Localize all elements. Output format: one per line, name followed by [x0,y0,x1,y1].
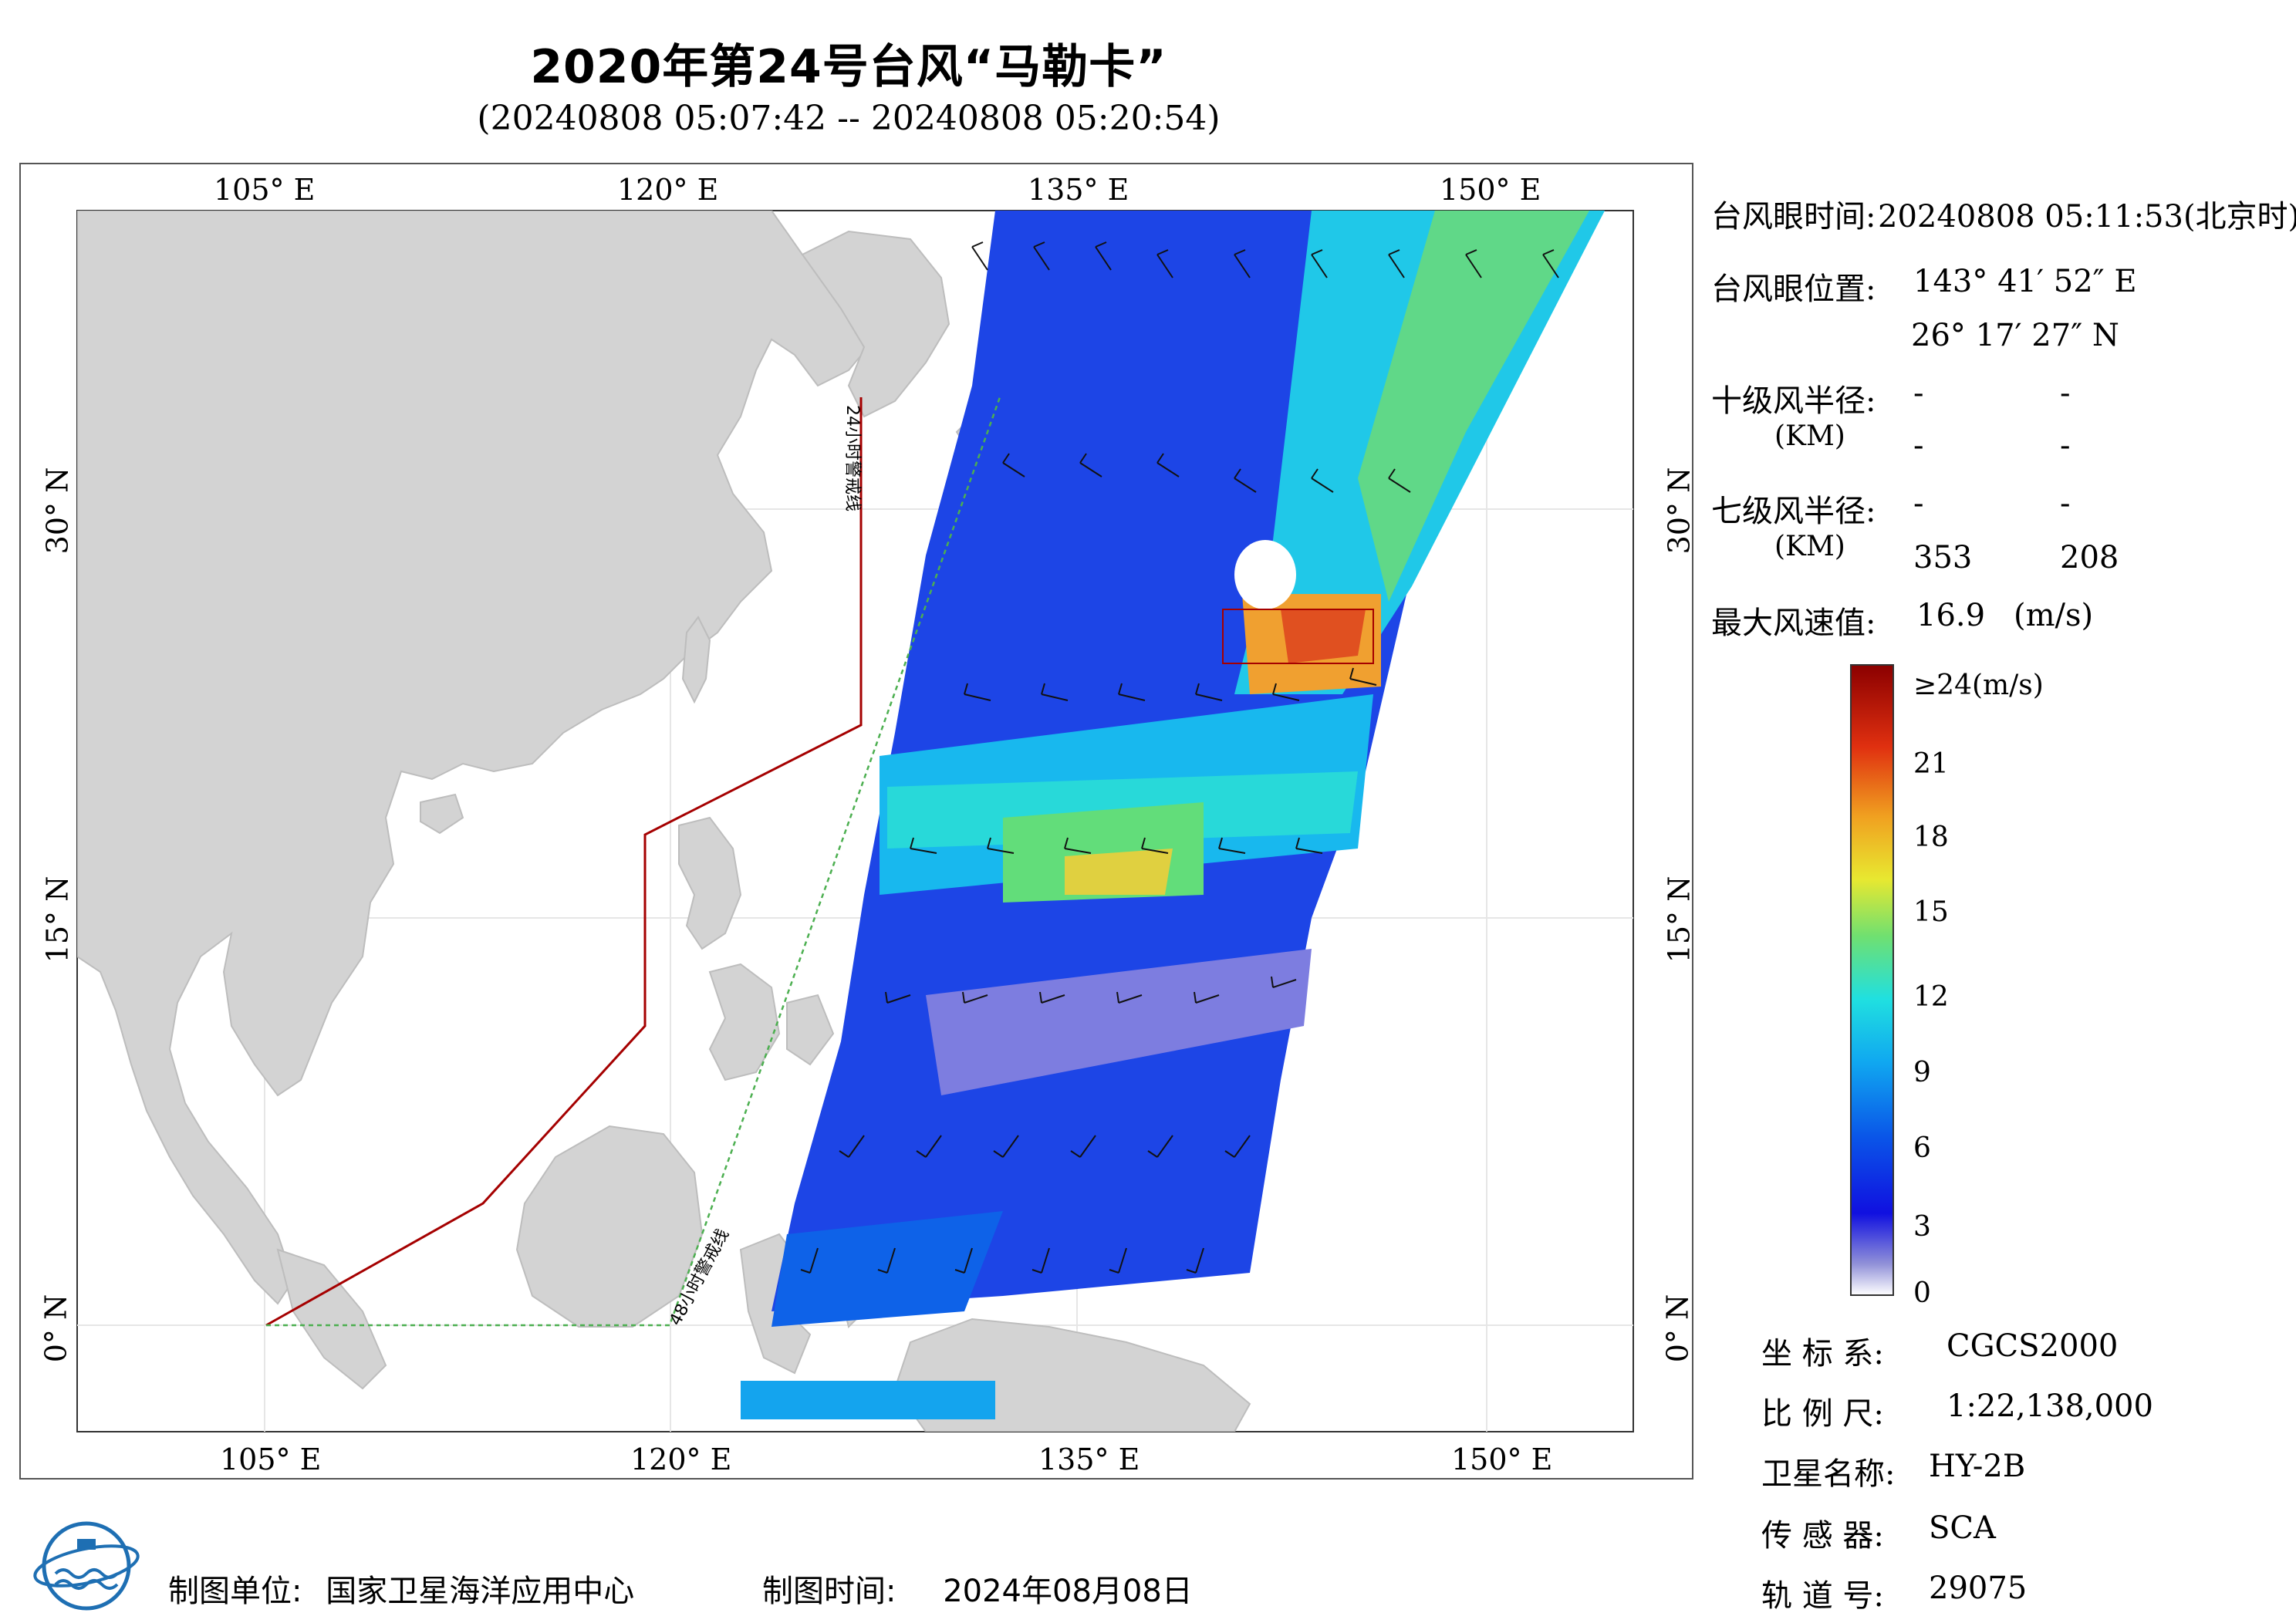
lat-left-0: 0° N [39,1294,73,1363]
line-24h-label: 24小时警戒线 [842,405,862,511]
lat-right-30: 30° N [1662,467,1697,555]
crs-value: CGCS2000 [1947,1328,2119,1364]
eye-time-label: 台风眼时间: [1711,199,1876,235]
lon-bottom-135: 135° E [1038,1442,1140,1476]
footer-unit: 制图单位: 国家卫星海洋应用中心 [168,1566,634,1611]
lon-bottom-150: 150° E [1451,1442,1553,1476]
max-wind-unit: (m/s) [2014,598,2094,633]
lon-top-120: 120° E [617,173,719,207]
r10-label: 十级风半径: [1711,383,1876,419]
cb-tick-3: 3 [1913,1211,1931,1243]
sensor-label: 传 感 器: [1761,1518,1884,1554]
map-subtitle: (20240808 05:07:42 -- 20240808 05:20:54) [477,99,1221,138]
eye-time-value: 20240808 05:11:53(北京时) [1878,199,2296,235]
r10-a: - [1913,376,1924,411]
r10-unit: (KM) [1774,420,1845,452]
lon-bottom-105: 105° E [220,1442,322,1476]
sat-label: 卫星名称: [1761,1456,1896,1492]
max-wind-value: 16.9 [1916,598,1986,633]
crs-label: 坐 标 系: [1761,1336,1884,1372]
r10-c: - [1913,428,1924,464]
footer-time: 制图时间: 2024年08月08日 [762,1566,1193,1611]
cb-tick-21: 21 [1913,748,1949,780]
cb-tick-0: 0 [1913,1277,1931,1309]
lon-bottom-120: 120° E [630,1442,732,1476]
r7-d: 208 [2060,540,2119,575]
lat-right-0: 0° N [1660,1294,1695,1363]
colorbar [1850,664,1894,1296]
sat-value: HY-2B [1929,1449,2026,1484]
r7-label: 七级风半径: [1711,494,1876,529]
scale-value: 1:22,138,000 [1947,1388,2153,1424]
cb-tick-18: 18 [1913,822,1949,853]
wind-swath [741,211,1605,1419]
lon-top-135: 135° E [1028,173,1129,207]
eye-lon: 143° 41′ 52″ E [1913,264,2137,299]
lat-right-15: 15° N [1662,876,1697,963]
r7-b: - [2060,486,2071,521]
cb-tick-12: 12 [1913,981,1949,1013]
footer-unit-value: 国家卫星海洋应用中心 [326,1574,635,1609]
warning-line-48h [266,396,1001,1327]
lat-left-30: 30° N [40,467,75,555]
lon-top-150: 150° E [1440,173,1541,207]
lat-left-15: 15° N [40,876,75,963]
r10-d: - [2060,428,2071,464]
cb-tick-24: ≥24(m/s) [1913,670,2044,701]
orbit-value: 29075 [1929,1571,2028,1606]
r10-b: - [2060,376,2071,411]
footer-unit-label: 制图单位: [168,1574,302,1609]
cb-tick-15: 15 [1913,896,1949,928]
r7-c: 353 [1913,540,1973,575]
footer-time-value: 2024年08月08日 [943,1574,1193,1609]
lon-top-105: 105° E [214,173,316,207]
max-wind-label: 最大风速值: [1711,606,1876,641]
typhoon-eye-box [1222,609,1374,664]
orbit-label: 轨 道 号: [1761,1578,1884,1614]
r7-a: - [1913,486,1924,521]
cb-tick-6: 6 [1913,1132,1931,1164]
footer-time-label: 制图时间: [762,1574,896,1609]
cb-tick-9: 9 [1913,1057,1931,1088]
warning-line-24h [265,397,863,1327]
wind-barbs [800,241,1559,1274]
scale-label: 比 例 尺: [1761,1396,1884,1432]
eye-pos-label: 台风眼位置: [1711,272,1876,307]
nsoas-logo-icon [33,1521,140,1611]
sensor-value: SCA [1929,1510,1996,1546]
map-title: 2020年第24号台风“马勒卡” [530,40,1167,94]
map-frame [19,163,1693,1480]
r7-unit: (KM) [1774,531,1845,562]
eye-lat: 26° 17′ 27″ N [1911,318,2119,353]
